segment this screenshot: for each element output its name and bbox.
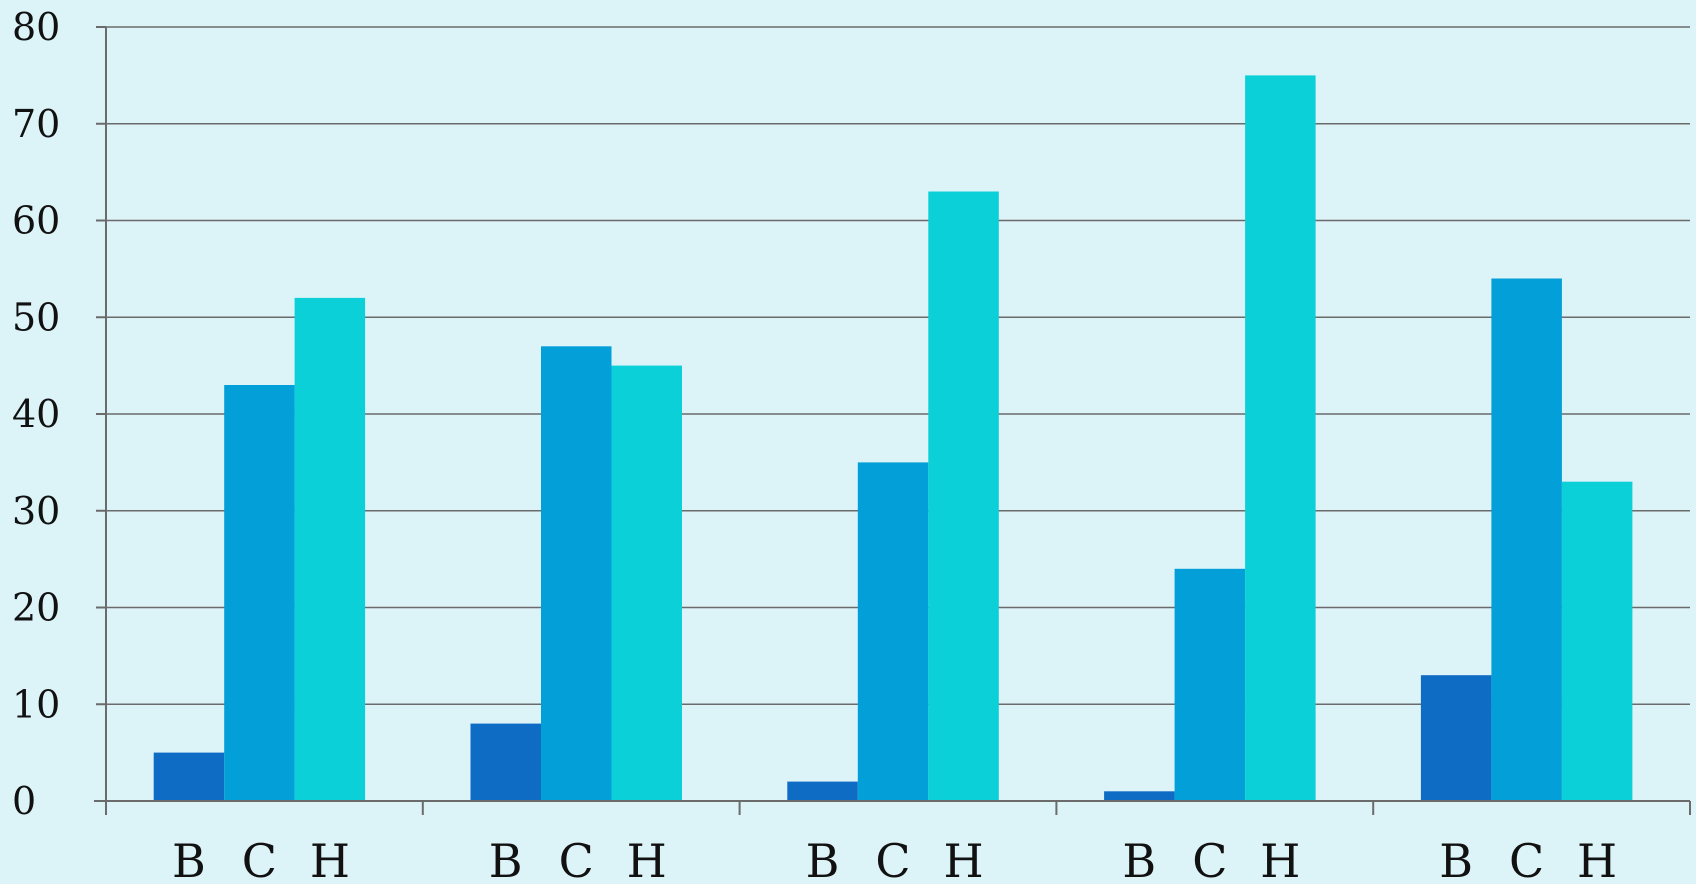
bar-5-H — [1561, 481, 1633, 801]
bar-2-H — [611, 365, 682, 801]
bar-4-B — [1104, 791, 1175, 801]
y-tick-labels: 0 10 20 30 40 50 60 70 80 — [12, 5, 60, 823]
x-tick-label-3-C: C — [875, 834, 910, 880]
axes — [94, 26, 1691, 815]
bar-1-C — [224, 385, 295, 801]
y-tick-label-0: 0 — [12, 779, 36, 823]
x-tick-label-1-B: B — [172, 834, 206, 880]
x-tick-label-4-B: B — [1122, 834, 1156, 880]
y-tick-label-20: 20 — [12, 586, 60, 630]
bar-5-B — [1420, 675, 1492, 801]
y-tick-label-10: 10 — [12, 682, 60, 726]
y-tick-label-30: 30 — [12, 489, 60, 533]
x-tick-label-1-H: H — [310, 834, 350, 880]
x-tick-label-3-B: B — [806, 834, 840, 880]
bars — [153, 75, 1633, 801]
bar-5-C — [1491, 278, 1562, 801]
bar-4-H — [1245, 75, 1316, 801]
x-tick-label-3-H: H — [943, 834, 983, 880]
bar-2-B — [470, 723, 541, 801]
x-tick-label-1-C: C — [242, 834, 277, 880]
x-tick-label-5-H: H — [1577, 834, 1617, 880]
x-tick-label-5-B: B — [1439, 834, 1473, 880]
bar-1-B — [153, 752, 225, 801]
bar-3-C — [857, 462, 929, 801]
x-tick-label-4-C: C — [1192, 834, 1227, 880]
x-tick-label-2-H: H — [627, 834, 667, 880]
y-tick-label-60: 60 — [12, 199, 60, 243]
x-tick-label-2-B: B — [489, 834, 523, 880]
y-tick-label-40: 40 — [12, 392, 60, 436]
x-tick-label-2-C: C — [559, 834, 594, 880]
y-tick-label-80: 80 — [12, 5, 60, 49]
bar-2-C — [541, 346, 612, 801]
y-tick-label-50: 50 — [12, 295, 60, 339]
bar-3-B — [787, 781, 858, 801]
bar-3-H — [928, 191, 999, 801]
x-tick-label-5-C: C — [1509, 834, 1544, 880]
bar-1-H — [294, 297, 366, 801]
bar-4-C — [1174, 568, 1246, 801]
x-tick-label-4-H: H — [1260, 834, 1300, 880]
y-tick-label-70: 70 — [12, 102, 60, 146]
